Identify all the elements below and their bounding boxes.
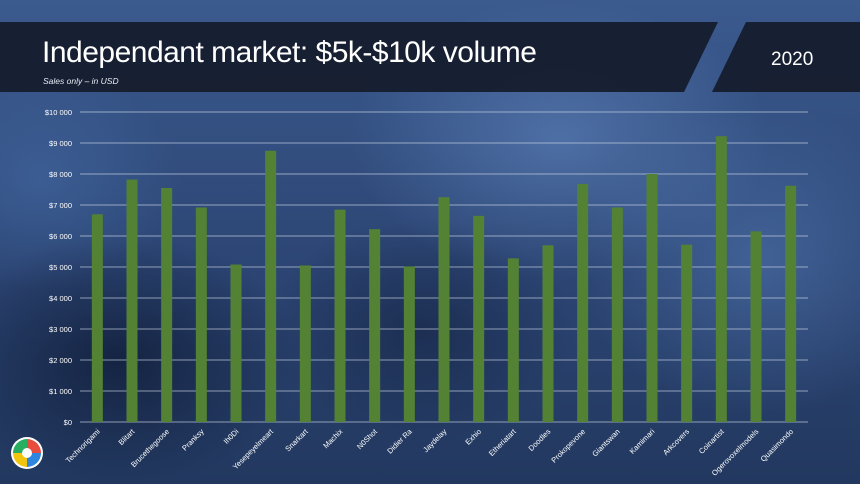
y-tick-label: $0 <box>64 418 72 427</box>
y-tick-label: $2 000 <box>49 356 72 365</box>
x-tick-label: Giantswan <box>590 427 621 458</box>
bar <box>369 229 381 422</box>
bar <box>611 207 623 422</box>
x-tick-label: Exhio <box>463 427 483 447</box>
title-band-right <box>712 22 860 92</box>
x-tick-label: Jaydelay <box>421 427 448 454</box>
bar <box>507 258 519 422</box>
title-band-main <box>0 22 718 92</box>
bar <box>750 231 762 422</box>
bar <box>577 183 589 422</box>
y-tick-label: $6 000 <box>49 232 72 241</box>
bar <box>230 264 242 422</box>
subtitle: Sales only – in USD <box>43 76 119 86</box>
x-tick-label: Prokopevone <box>549 427 587 465</box>
y-tick-label: $5 000 <box>49 263 72 272</box>
x-tick-label: Arkcovers <box>661 427 691 457</box>
bar <box>334 209 346 422</box>
y-tick-label: $9 000 <box>49 139 72 148</box>
x-tick-label: Etheriatart <box>487 426 518 457</box>
x-tick-label: Kamimari <box>628 427 657 456</box>
bar <box>715 136 727 422</box>
y-tick-label: $7 000 <box>49 201 72 210</box>
bar <box>161 187 173 422</box>
y-tick-label: $8 000 <box>49 170 72 179</box>
bars <box>91 136 797 422</box>
bar <box>91 214 103 422</box>
x-tick-label: Technorigami <box>64 427 102 465</box>
x-tick-label: N0Shot <box>355 426 380 451</box>
bar <box>299 265 311 422</box>
bar <box>126 179 138 422</box>
bar <box>265 150 277 422</box>
x-tick-label: Blitart <box>116 426 137 447</box>
y-tick-label: $1 000 <box>49 387 72 396</box>
bar <box>542 245 554 422</box>
bar <box>195 207 207 422</box>
bar <box>403 266 415 422</box>
bar <box>681 244 693 422</box>
x-tick-label: Snarkart <box>283 426 310 453</box>
x-tick-label: Machix <box>321 427 344 450</box>
x-tick-label: Doodles <box>527 427 553 453</box>
page-title: Independant market: $5k-$10k volume <box>42 36 537 69</box>
x-tick-label: Quasimondo <box>759 427 795 463</box>
x-tick-label: Didier Ra <box>385 426 414 455</box>
y-axis-ticks: $0 $1 000 $2 000 $3 000 $4 000 $5 000 $6 000 $7… <box>45 108 72 427</box>
bar <box>438 197 450 422</box>
bar <box>473 215 485 422</box>
bar <box>785 185 797 422</box>
y-tick-label: $4 000 <box>49 294 72 303</box>
x-tick-label: Pranksy <box>180 427 206 453</box>
bar <box>646 174 658 422</box>
app-logo-icon <box>11 437 43 469</box>
title-band <box>0 22 860 92</box>
y-tick-label: $3 000 <box>49 325 72 334</box>
x-tick-label: Ih0Di <box>222 427 241 446</box>
y-tick-label: $10 000 <box>45 108 72 117</box>
x-tick-label: Coinartist <box>697 426 726 455</box>
year-label: 2020 <box>771 49 814 70</box>
